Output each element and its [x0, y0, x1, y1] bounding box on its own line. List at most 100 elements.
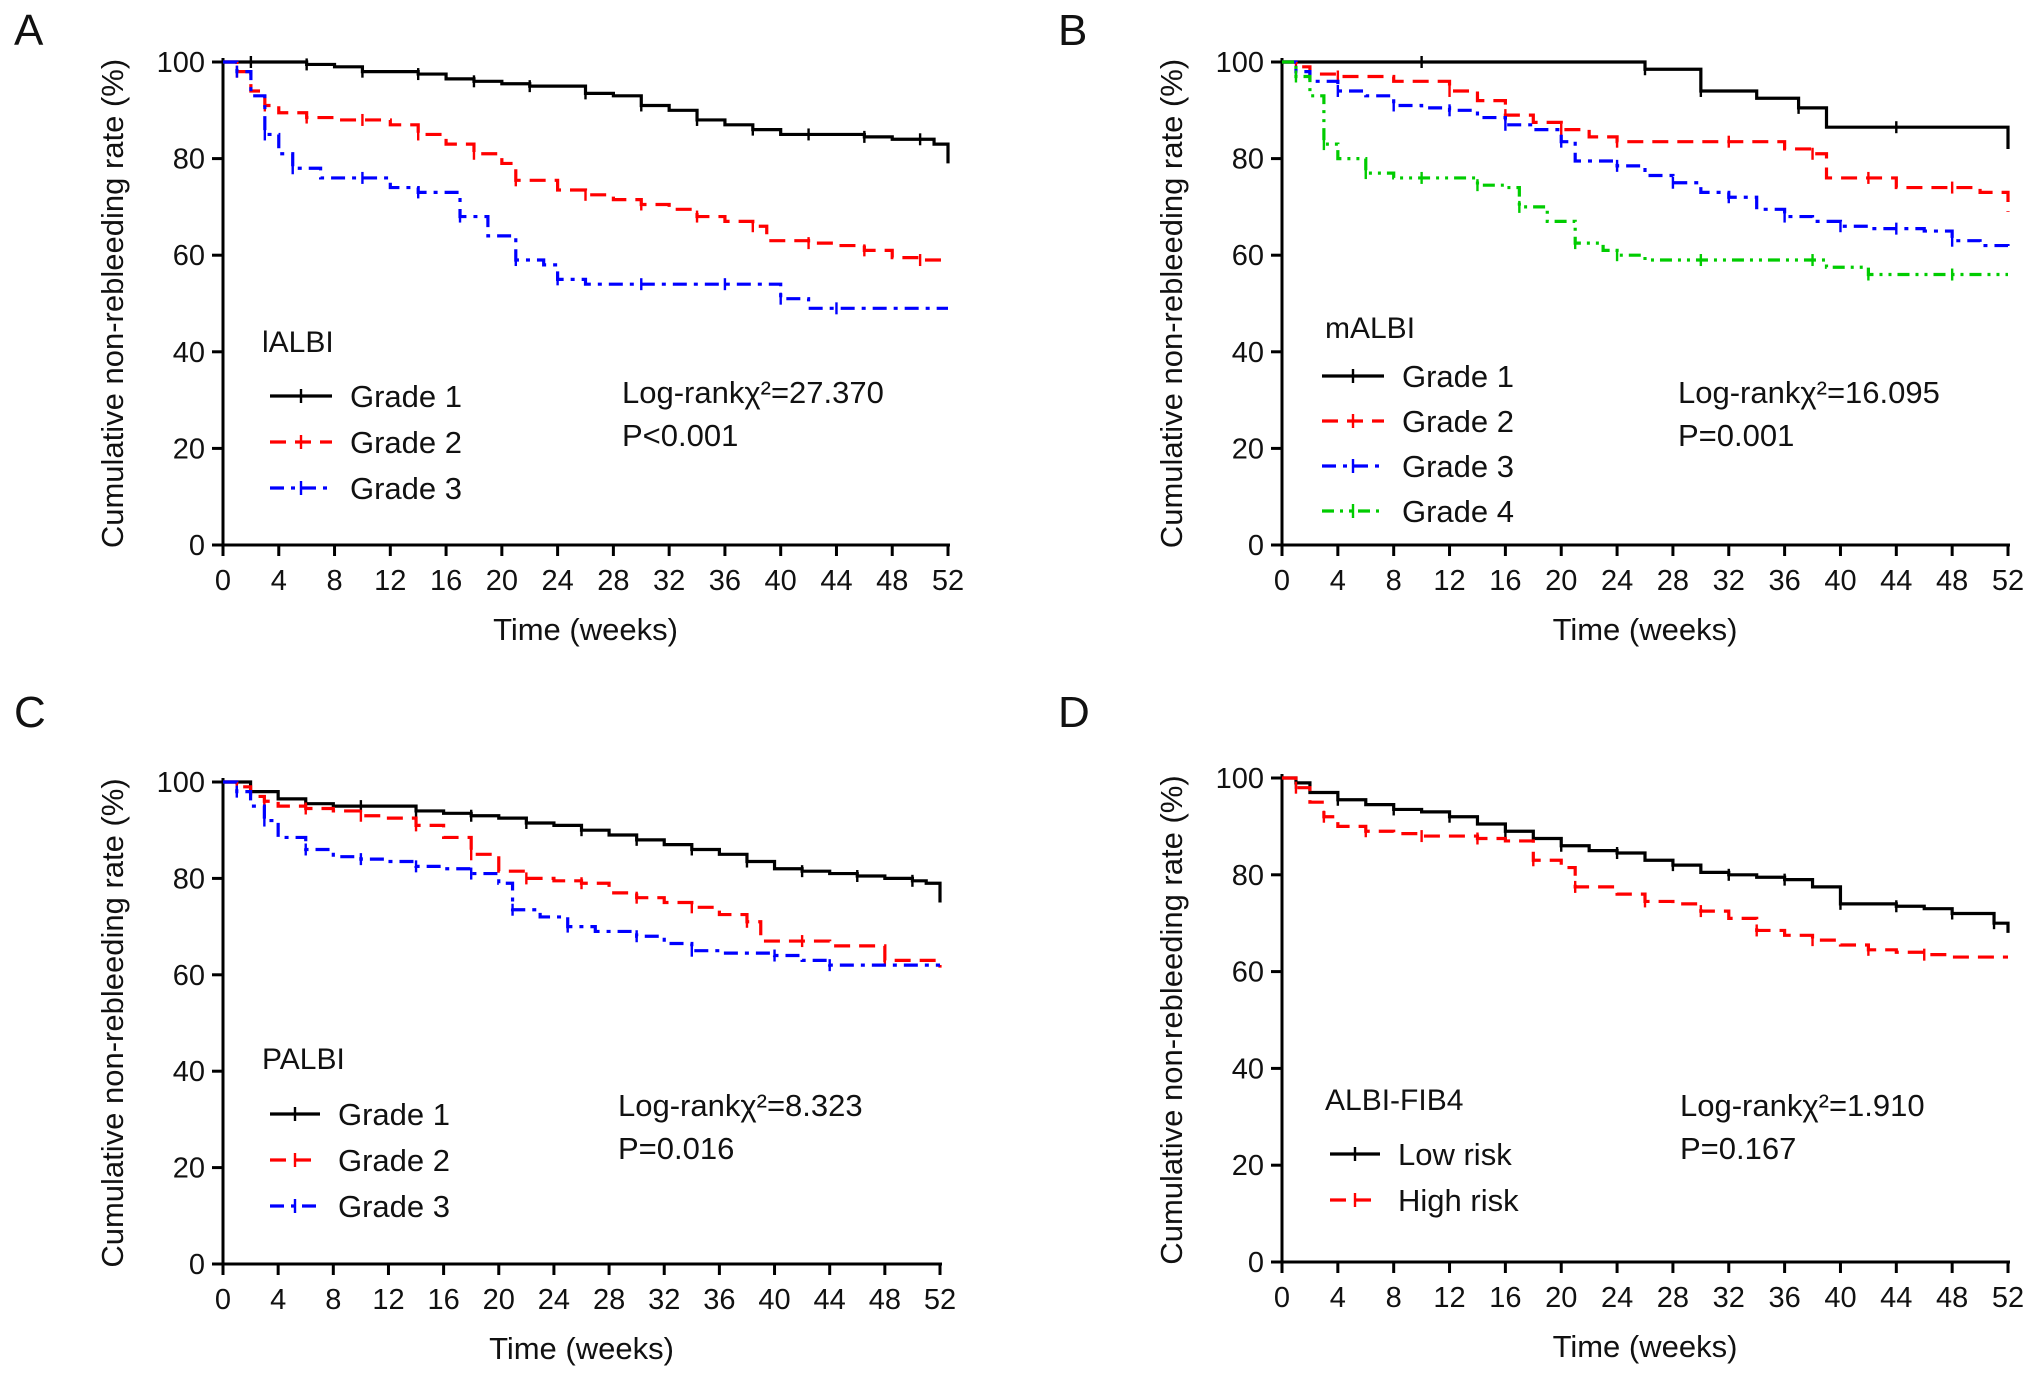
x-tick-label: 52 [924, 1284, 956, 1316]
x-tick-label: 0 [215, 1284, 231, 1316]
legend-label: Grade 1 [1402, 359, 1514, 394]
x-tick-label: 8 [325, 1284, 341, 1316]
x-tick-label: 24 [538, 1284, 570, 1316]
y-tick-label: 20 [1232, 433, 1264, 465]
x-axis-title: Time (weeks) [1553, 1329, 1738, 1364]
y-tick-label: 0 [189, 530, 205, 562]
panel-label: D [1058, 688, 1090, 737]
x-tick-label: 36 [703, 1284, 735, 1316]
p-value: P=0.016 [618, 1131, 734, 1166]
y-tick-label: 60 [173, 240, 205, 272]
x-tick-label: 16 [430, 565, 462, 597]
legend-title: PALBI [262, 1043, 345, 1076]
series-grade-4 [1282, 60, 2008, 281]
y-tick-label: 20 [1232, 1150, 1264, 1182]
legend-label: Grade 3 [350, 471, 462, 506]
y-tick-label: 80 [173, 144, 205, 176]
y-tick-label: 60 [1232, 957, 1264, 989]
series-low-risk [1282, 776, 2010, 933]
x-tick-label: 48 [876, 565, 908, 597]
series-grade-3 [1282, 60, 2010, 251]
y-tick-label: 80 [173, 863, 205, 895]
x-tick-label: 8 [1386, 1282, 1402, 1314]
log-rank-stat: Log-rankχ²=8.323 [618, 1088, 863, 1123]
series-high-risk [1282, 776, 2008, 961]
x-tick-label: 28 [593, 1284, 625, 1316]
series-line [223, 60, 950, 164]
x-tick-label: 32 [648, 1284, 680, 1316]
series-line [1282, 60, 2010, 251]
p-value: P=0.167 [1680, 1131, 1796, 1166]
x-tick-label: 12 [1433, 1282, 1465, 1314]
y-tick-label: 60 [173, 960, 205, 992]
x-tick-label: 44 [1880, 1282, 1912, 1314]
x-tick-label: 44 [820, 565, 852, 597]
x-tick-label: 8 [1386, 565, 1402, 597]
y-tick-label: 0 [1248, 1247, 1264, 1279]
x-tick-label: 32 [653, 565, 685, 597]
legend-label: Grade 1 [350, 379, 462, 414]
y-tick-label: 40 [173, 1056, 205, 1088]
x-tick-label: 8 [326, 565, 342, 597]
series-line [1282, 776, 2008, 959]
legend-label: Grade 1 [338, 1097, 450, 1132]
x-tick-label: 20 [486, 565, 518, 597]
panel-label: B [1058, 6, 1087, 55]
legend-label: Grade 2 [1402, 404, 1514, 439]
x-tick-label: 12 [374, 565, 406, 597]
y-tick-label: 100 [1216, 47, 1264, 79]
x-tick-label: 52 [932, 565, 964, 597]
series-line [1282, 60, 2010, 212]
series-grade-1 [223, 56, 950, 164]
legend-label: Grade 2 [338, 1143, 450, 1178]
x-tick-label: 40 [758, 1284, 790, 1316]
x-tick-label: 44 [1880, 565, 1912, 597]
x-tick-label: 12 [1433, 565, 1465, 597]
legend-label: Low risk [1398, 1137, 1512, 1172]
legend-label: Grade 3 [338, 1189, 450, 1224]
series-line [1282, 60, 2010, 149]
x-tick-label: 12 [372, 1284, 404, 1316]
series-line [223, 780, 940, 967]
x-tick-label: 16 [1489, 565, 1521, 597]
p-value: P<0.001 [622, 418, 738, 453]
y-tick-label: 80 [1232, 144, 1264, 176]
y-tick-label: 100 [157, 767, 205, 799]
y-axis-title: Cumulative non-rebleeding rate (%) [95, 778, 130, 1267]
legend-title: ALBI-FIB4 [1325, 1084, 1463, 1117]
legend-label: Grade 2 [350, 425, 462, 460]
legend-label: High risk [1398, 1183, 1519, 1218]
y-axis-title: Cumulative non-rebleeding rate (%) [95, 59, 130, 548]
y-tick-label: 60 [1232, 240, 1264, 272]
x-tick-label: 32 [1713, 565, 1745, 597]
y-tick-label: 20 [173, 433, 205, 465]
x-tick-label: 36 [709, 565, 741, 597]
x-axis-title: Time (weeks) [493, 612, 678, 647]
x-tick-label: 24 [1601, 565, 1633, 597]
x-tick-label: 4 [271, 565, 287, 597]
panel-label: C [14, 688, 46, 737]
legend-label: Grade 3 [1402, 449, 1514, 484]
legend-title: mALBI [1325, 312, 1415, 345]
panel-label: A [14, 6, 44, 55]
x-tick-label: 52 [1992, 1282, 2024, 1314]
y-tick-label: 100 [1216, 763, 1264, 795]
x-tick-label: 4 [270, 1284, 286, 1316]
log-rank-stat: Log-rankχ²=16.095 [1678, 375, 1940, 410]
x-tick-label: 4 [1330, 1282, 1346, 1314]
y-tick-label: 0 [1248, 530, 1264, 562]
series-line [1282, 776, 2010, 933]
x-tick-label: 40 [1824, 565, 1856, 597]
x-tick-label: 28 [1657, 565, 1689, 597]
series-line [223, 60, 948, 310]
y-axis-title: Cumulative non-rebleeding rate (%) [1154, 775, 1189, 1264]
x-tick-label: 36 [1768, 565, 1800, 597]
y-tick-label: 80 [1232, 860, 1264, 892]
x-tick-label: 48 [1936, 565, 1968, 597]
x-tick-label: 16 [427, 1284, 459, 1316]
